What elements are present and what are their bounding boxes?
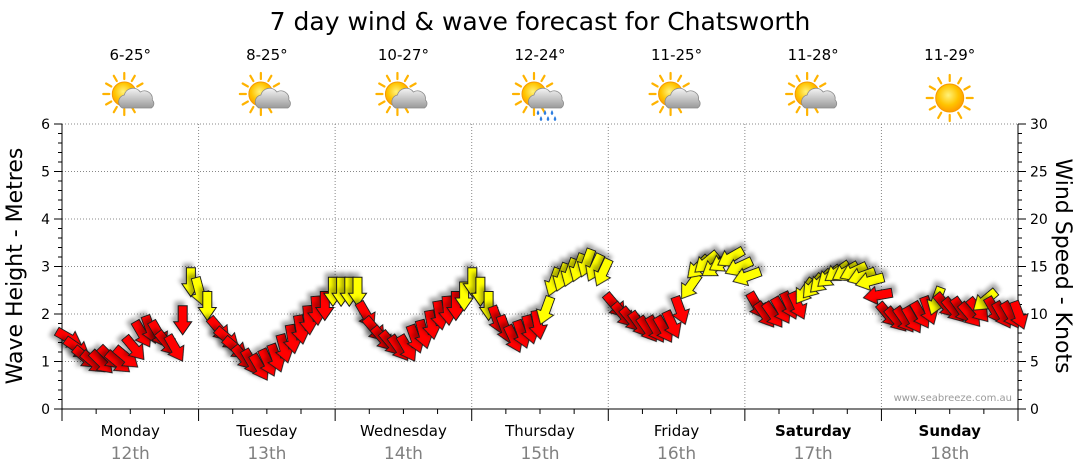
y-tick-label: 0 bbox=[41, 402, 50, 418]
temperature-label: 10-27° bbox=[378, 46, 429, 64]
day-name-label: Saturday bbox=[775, 422, 852, 440]
wind-arrow bbox=[121, 333, 145, 361]
chart-title: 7 day wind & wave forecast for Chatswort… bbox=[270, 7, 811, 36]
day-date-label: 15th bbox=[520, 444, 559, 464]
temperature-label: 6-25° bbox=[110, 46, 152, 64]
y2-tick-label: 25 bbox=[1030, 165, 1048, 181]
temperature-label: 11-25° bbox=[651, 46, 702, 64]
temperature-label: 11-29° bbox=[924, 46, 975, 64]
y-tick-label: 1 bbox=[41, 355, 50, 371]
partly-cloudy-icon bbox=[648, 71, 701, 117]
partly-cloudy-icon bbox=[785, 71, 838, 117]
partly-cloudy-icon bbox=[375, 71, 428, 117]
weather-row: 6-25° 8-25° 10-27° 12-24° 11-25° 11-28° 11-29° bbox=[102, 46, 975, 123]
temperature-label: 8-25° bbox=[246, 46, 288, 64]
y2-tick-label: 10 bbox=[1030, 307, 1048, 323]
wind-arrow bbox=[862, 285, 894, 306]
day-date-label: 12th bbox=[111, 444, 150, 464]
left-axis: 0 1 2 3 4 5 6 bbox=[41, 117, 63, 418]
watermark: www.seabreeze.com.au bbox=[894, 393, 1012, 404]
day-name-label: Wednesday bbox=[360, 422, 447, 440]
day-name-label: Friday bbox=[654, 422, 700, 440]
wind-arrow bbox=[670, 294, 691, 326]
temperature-label: 11-28° bbox=[788, 46, 839, 64]
grid-lines bbox=[62, 123, 1018, 409]
wind-arrow bbox=[593, 256, 614, 287]
day-date-label: 17th bbox=[794, 444, 833, 464]
y2-tick-label: 0 bbox=[1030, 402, 1039, 418]
partly-cloudy-icon bbox=[102, 71, 155, 117]
y-axis-label: Wave Height - Metres bbox=[3, 148, 28, 385]
day-name-label: Sunday bbox=[919, 422, 982, 440]
wind-arrow bbox=[732, 266, 763, 287]
wind-arrow bbox=[1009, 299, 1029, 330]
day-name-label: Tuesday bbox=[235, 422, 297, 440]
y-tick-label: 2 bbox=[41, 307, 50, 323]
wind-arrow bbox=[787, 290, 808, 320]
wind-arrow bbox=[163, 333, 185, 362]
y2-axis-label: Wind Speed - Knots bbox=[1050, 158, 1075, 373]
x-axis: Monday 12th Tuesday 13th Wednesday 14th Thursd… bbox=[61, 408, 1019, 464]
y2-tick-label: 15 bbox=[1030, 260, 1048, 276]
y2-tick-label: 5 bbox=[1030, 355, 1039, 371]
wind-arrow bbox=[661, 309, 682, 339]
right-axis: 0 5 10 15 20 25 30 bbox=[1017, 117, 1048, 418]
day-date-label: 13th bbox=[247, 444, 286, 464]
y-tick-label: 6 bbox=[41, 117, 50, 133]
wind-arrow bbox=[535, 294, 556, 326]
day-name-label: Monday bbox=[101, 422, 160, 440]
partly-cloudy-icon bbox=[238, 71, 291, 117]
y-tick-label: 3 bbox=[41, 260, 50, 276]
day-date-label: 18th bbox=[930, 444, 969, 464]
wind-arrow bbox=[347, 276, 368, 308]
day-name-label: Thursday bbox=[504, 422, 575, 440]
temperature-label: 12-24° bbox=[514, 46, 565, 64]
y2-tick-label: 20 bbox=[1030, 212, 1048, 228]
sun-cloud-rain-icon bbox=[511, 71, 564, 121]
y2-tick-label: 30 bbox=[1030, 117, 1048, 133]
y-tick-label: 4 bbox=[41, 212, 50, 228]
wind-arrow bbox=[172, 305, 193, 336]
wind-arrow bbox=[528, 309, 549, 341]
day-date-label: 16th bbox=[657, 444, 696, 464]
day-date-label: 14th bbox=[384, 444, 423, 464]
wind-arrow bbox=[854, 271, 886, 292]
sunny-icon bbox=[925, 73, 974, 123]
wind-arrow-series bbox=[53, 245, 1029, 381]
wind-arrow bbox=[197, 291, 218, 322]
y-tick-label: 5 bbox=[41, 165, 50, 181]
